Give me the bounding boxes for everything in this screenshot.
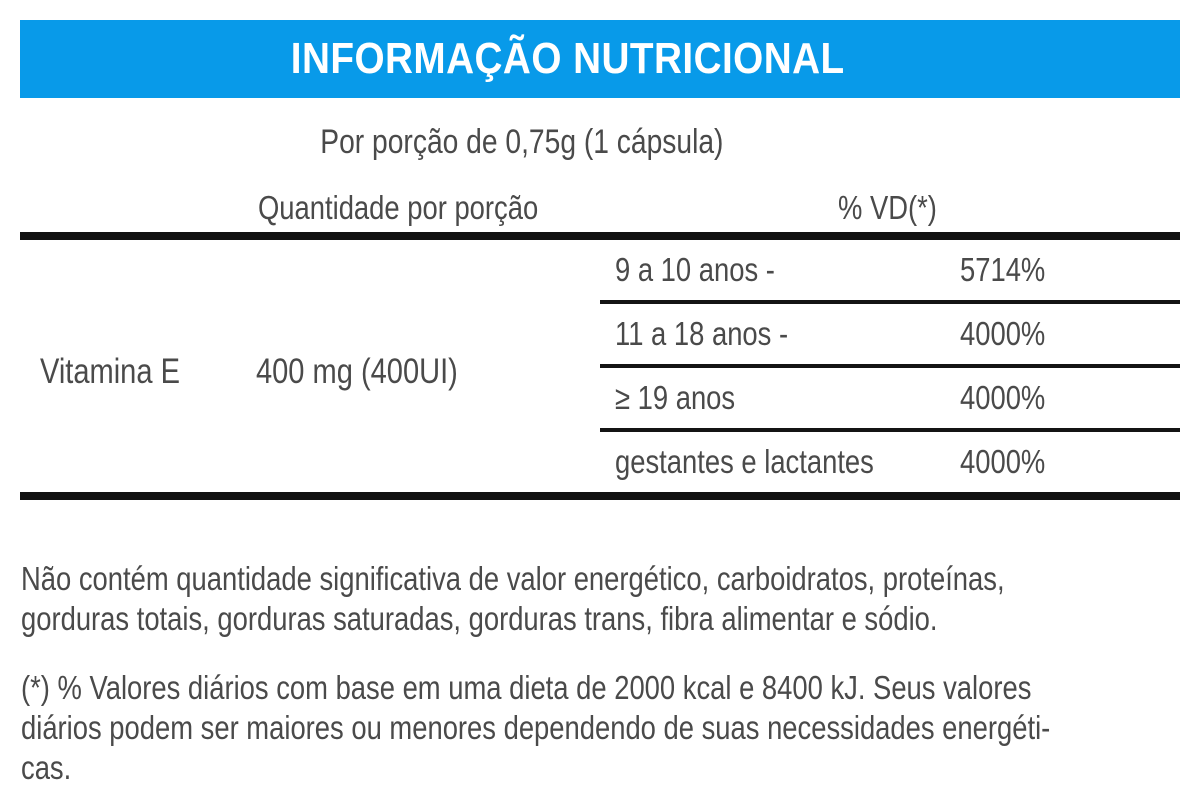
serving-size-text: Por porção de 0,75g (1 cápsula) xyxy=(320,123,724,161)
title-bar: INFORMAÇÃO NUTRICIONAL xyxy=(20,20,1180,98)
serving-size-line: Por porção de 0,75g (1 cápsula) xyxy=(0,123,1044,161)
daily-value-percent: 5714% xyxy=(960,251,1046,288)
column-header-quantity: Quantidade por porção xyxy=(258,189,596,226)
age-group-label: 9 a 10 anos - xyxy=(615,251,775,288)
daily-value-percent: 4000% xyxy=(960,443,1046,480)
daily-value-percent: 4000% xyxy=(960,379,1046,416)
column-header-daily-value: % VD(*) xyxy=(838,189,957,226)
table-row: gestantes e lactantes 4000% xyxy=(600,432,1180,492)
age-group-label: 11 a 18 anos - xyxy=(615,315,789,352)
column-header-daily-value-text: % VD(*) xyxy=(838,189,937,226)
page-title: INFORMAÇÃO NUTRICIONAL xyxy=(291,34,845,83)
table-row: 9 a 10 anos - 5714% xyxy=(600,240,1180,304)
nutrient-name-text: Vitamina E xyxy=(40,352,180,391)
nutrient-name: Vitamina E xyxy=(40,352,209,392)
daily-value-percent: 4000% xyxy=(960,315,1046,352)
age-group-label: gestantes e lactantes xyxy=(615,443,874,480)
table-row: 11 a 18 anos - 4000% xyxy=(600,304,1180,368)
footnote-no-significant-amounts: Não contém quantidade significativa de v… xyxy=(21,560,1005,637)
divider-top xyxy=(20,232,1180,240)
column-header-quantity-text: Quantidade por porção xyxy=(258,189,539,226)
daily-value-table: 9 a 10 anos - 5714% 11 a 18 anos - 4000%… xyxy=(600,240,1180,492)
divider-bottom xyxy=(20,492,1180,500)
table-row: ≥ 19 anos 4000% xyxy=(600,368,1180,432)
age-group-label: ≥ 19 anos xyxy=(615,379,736,416)
nutrient-quantity: 400 mg (400UI) xyxy=(256,352,499,392)
nutrient-quantity-text: 400 mg (400UI) xyxy=(256,352,458,391)
footnote-daily-values-basis: (*) % Valores diários com base em uma di… xyxy=(21,669,1051,786)
